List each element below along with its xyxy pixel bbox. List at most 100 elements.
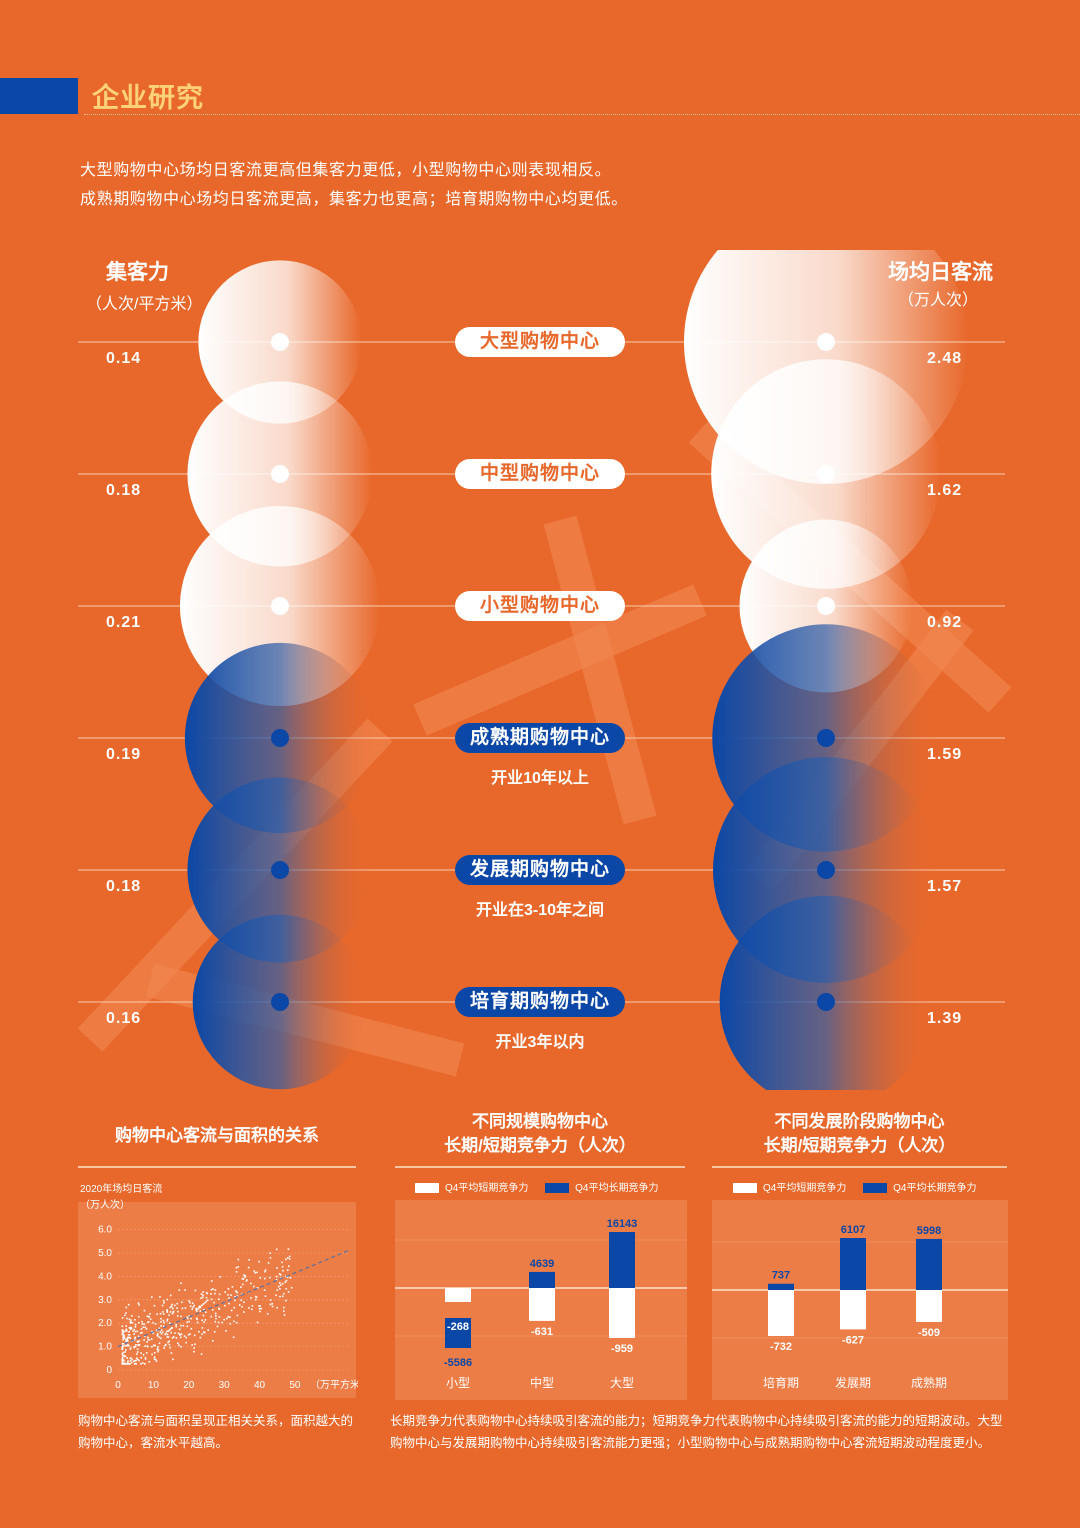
scatter-point <box>230 1309 233 1312</box>
scatter-point <box>126 1362 129 1365</box>
scatter-point <box>165 1343 167 1346</box>
scatter-point <box>263 1289 266 1291</box>
scatter-point <box>256 1271 258 1274</box>
scatter-point <box>137 1335 140 1338</box>
scatter-point <box>203 1331 205 1333</box>
scatter-point <box>281 1282 284 1285</box>
scatter-point <box>202 1296 204 1299</box>
scatter-point <box>147 1338 150 1341</box>
scatter-point <box>253 1270 256 1272</box>
scatter-point <box>139 1332 142 1334</box>
scatter-point <box>172 1335 175 1338</box>
right-value: 1.59 <box>927 746 963 763</box>
scatter-point <box>153 1351 156 1354</box>
scatter-point <box>186 1325 189 1328</box>
scatter-point <box>126 1317 128 1320</box>
scatter-point <box>121 1358 124 1360</box>
right-value: 2.48 <box>927 350 963 367</box>
scatter-point <box>224 1291 226 1293</box>
scatter-point <box>223 1318 225 1321</box>
scatter-point <box>243 1311 245 1313</box>
scatter-point <box>163 1344 166 1347</box>
scatter-point <box>233 1320 235 1323</box>
scatter-point <box>287 1248 290 1250</box>
row-label-pill: 大型购物中心 <box>455 327 625 357</box>
scatter-point <box>176 1342 179 1344</box>
scatter-point <box>142 1326 145 1329</box>
bar-long-label: 4639 <box>530 1258 554 1270</box>
scatter-point <box>170 1331 173 1334</box>
scatter-point <box>166 1309 168 1312</box>
right-dot <box>817 333 835 351</box>
scatter-point <box>255 1296 258 1298</box>
scatter-point <box>126 1338 128 1341</box>
scatter-point <box>167 1336 170 1338</box>
scatter-point <box>264 1270 266 1273</box>
scatter-point <box>248 1259 251 1261</box>
scatter-point <box>287 1291 290 1293</box>
scatter-point <box>157 1349 160 1351</box>
scatter-point <box>236 1314 239 1317</box>
scatter-point <box>127 1340 129 1342</box>
legend-label-short: Q4平均短期竞争力 <box>445 1183 529 1194</box>
left-dot <box>271 465 289 483</box>
right-value: 0.92 <box>927 614 963 631</box>
scatter-point <box>123 1334 126 1337</box>
scatter-point <box>269 1252 271 1254</box>
scatter-point <box>129 1328 132 1331</box>
scatter-point <box>122 1335 125 1338</box>
scatter-point <box>254 1295 257 1298</box>
scatter-point <box>196 1310 198 1312</box>
scatter-point <box>144 1358 147 1360</box>
scatter-point <box>122 1345 125 1348</box>
scatter-point <box>149 1318 152 1320</box>
bar-long-label: -5586 <box>444 1357 472 1369</box>
scatter-point <box>213 1292 216 1295</box>
scatter-point <box>125 1338 127 1341</box>
bar-short-term <box>445 1288 471 1302</box>
bar-chart-1-title-rule <box>395 1166 685 1168</box>
scatter-point <box>218 1316 221 1318</box>
bar-chart-2-legend: Q4平均短期竞争力 Q4平均长期竞争力 <box>733 1179 976 1194</box>
scatter-xtick: 10 <box>148 1380 160 1391</box>
scatter-point <box>199 1310 202 1312</box>
scatter-point <box>166 1298 169 1301</box>
scatter-point <box>204 1319 207 1321</box>
scatter-xunit: （万平方米） <box>310 1378 358 1391</box>
scatter-point <box>199 1336 202 1339</box>
scatter-point <box>163 1302 165 1304</box>
scatter-point <box>129 1347 132 1349</box>
scatter-point <box>176 1315 179 1317</box>
scatter-point <box>122 1338 124 1341</box>
scatter-point <box>166 1333 169 1336</box>
scatter-point <box>226 1317 228 1320</box>
scatter-point <box>128 1327 131 1329</box>
scatter-point <box>213 1331 216 1333</box>
scatter-point <box>217 1321 220 1324</box>
scatter-point <box>186 1316 188 1319</box>
scatter-point <box>264 1269 267 1271</box>
scatter-point <box>129 1321 132 1323</box>
scatter-point <box>283 1314 286 1316</box>
scatter-point <box>189 1301 191 1304</box>
scatter-point <box>202 1314 205 1317</box>
scatter-point <box>140 1356 143 1359</box>
scatter-point <box>285 1287 288 1290</box>
scatter-point <box>161 1304 164 1307</box>
scatter-point <box>145 1352 148 1354</box>
scatter-point <box>122 1331 125 1333</box>
scatter-point <box>169 1346 171 1349</box>
right-dot <box>817 993 835 1011</box>
scatter-point <box>138 1359 140 1362</box>
scatter-xtick: 30 <box>219 1380 231 1391</box>
scatter-point <box>151 1353 153 1356</box>
scatter-point <box>205 1300 208 1303</box>
scatter-point <box>178 1328 181 1331</box>
scatter-point <box>133 1346 135 1348</box>
scatter-point <box>142 1353 145 1356</box>
row-label-pill: 成熟期购物中心 <box>455 723 625 753</box>
scatter-point <box>135 1353 138 1355</box>
scatter-point <box>162 1325 165 1328</box>
scatter-point <box>286 1257 289 1259</box>
bar-long-term <box>768 1283 794 1290</box>
